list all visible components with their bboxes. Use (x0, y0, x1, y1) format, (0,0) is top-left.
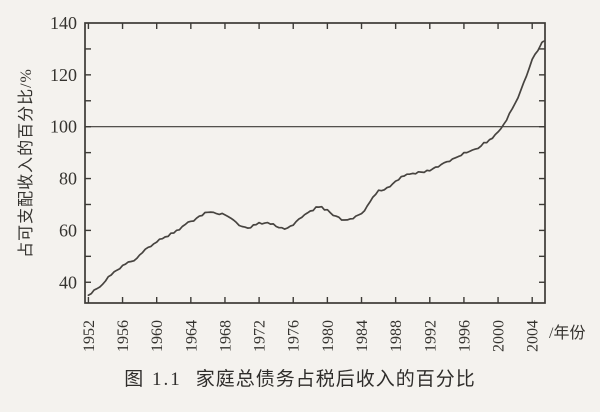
y-axis: 40 60 80 100 120 140 (50, 13, 545, 292)
y-tick-label: 120 (50, 65, 77, 85)
figure-caption-number: 图 1.1 (124, 369, 182, 390)
plot-border (84, 22, 546, 304)
data-line (87, 40, 545, 297)
x-tick-label: 1976 (286, 320, 303, 352)
x-tick-label: 2000 (491, 320, 508, 352)
y-axis-title: 占可支配收入的百分比/% (17, 68, 35, 258)
x-axis: 1952 1956 1960 1964 1968 1972 1976 1980 1984 1988… (81, 23, 585, 352)
y-tick-label: 60 (59, 220, 77, 240)
figure-caption-text: 家庭总债务占税后收入的百分比 (195, 369, 476, 390)
x-tick-label: 1956 (115, 320, 132, 352)
x-axis-unit-label: /年份 (549, 324, 585, 342)
x-tick-label: 1980 (320, 320, 337, 352)
x-tick-label: 1952 (81, 320, 98, 352)
x-tick-label: 1960 (149, 320, 166, 352)
x-tick-label: 1988 (388, 320, 405, 352)
x-tick-label: 1972 (252, 320, 269, 352)
debt-ratio-chart: 40 60 80 100 120 140 1952 1956 1960 1964 1968 1972 1… (17, 13, 585, 352)
y-tick-label: 80 (59, 169, 77, 189)
y-tick-label: 140 (50, 13, 77, 33)
x-tick-label: 1984 (354, 320, 371, 352)
x-tick-label: 2004 (525, 320, 542, 352)
y-tick-label: 40 (59, 272, 77, 292)
x-tick-label: 1992 (422, 320, 439, 352)
y-tick-label: 100 (50, 117, 77, 137)
figure-caption: 图 1.1 家庭总债务占税后收入的百分比 (0, 364, 600, 391)
x-tick-label: 1968 (217, 320, 234, 352)
x-tick-label: 1964 (183, 320, 200, 352)
x-tick-label: 1996 (456, 320, 473, 352)
